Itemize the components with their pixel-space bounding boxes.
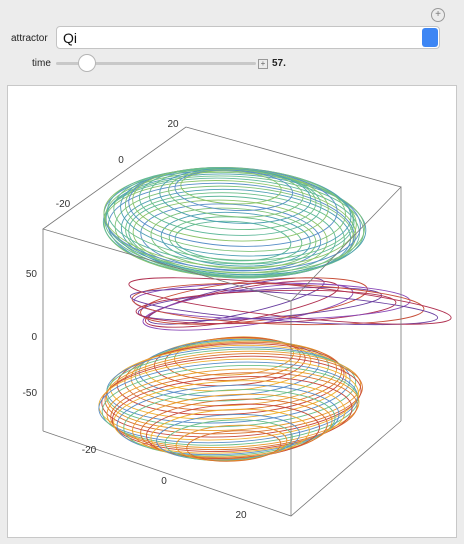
- curve: [104, 353, 363, 435]
- curve: [111, 376, 353, 452]
- curve: [101, 355, 362, 438]
- time-label: time: [32, 58, 51, 69]
- curve: [186, 430, 282, 462]
- time-value: 57.: [272, 58, 286, 69]
- dropdown-value: Qi: [63, 30, 77, 46]
- curve: [144, 280, 340, 328]
- curve: [129, 288, 439, 326]
- plot: 20 0 -20 50 0 -50 -20 0 20: [23, 119, 452, 521]
- curve: [128, 277, 452, 325]
- curve: [156, 414, 301, 461]
- curve: [164, 419, 293, 461]
- curve: [174, 220, 292, 262]
- curve: [168, 168, 304, 218]
- curve: [110, 372, 358, 451]
- tick-label: 20: [235, 510, 247, 521]
- curve: [105, 171, 365, 274]
- curve: [147, 277, 325, 325]
- curve: [175, 424, 288, 462]
- curve: [106, 350, 362, 431]
- attractor-label: attractor: [11, 33, 48, 44]
- tick-label: 0: [161, 476, 167, 487]
- bounding-box: [42, 126, 402, 517]
- curve: [113, 167, 354, 261]
- plot-panel: 20 0 -20 50 0 -50 -20 0 20: [7, 85, 457, 538]
- curve: [123, 389, 336, 457]
- tick-label: -20: [56, 199, 71, 210]
- close-button[interactable]: +: [431, 8, 445, 22]
- tick-label: 50: [26, 269, 38, 280]
- box-bottom: [42, 420, 402, 517]
- curve: [113, 380, 346, 454]
- curve: [145, 403, 320, 460]
- curve: [120, 167, 352, 257]
- attractor-dropdown[interactable]: Qi: [56, 26, 440, 49]
- slider-thumb[interactable]: [78, 54, 96, 72]
- tick-label: 0: [118, 155, 124, 166]
- curve: [159, 168, 312, 224]
- curve: [140, 398, 328, 459]
- curve: [103, 180, 357, 279]
- curve: [174, 169, 294, 211]
- curve: [135, 289, 397, 325]
- curve: [105, 173, 367, 276]
- curve: [106, 368, 360, 449]
- curve: [109, 344, 347, 420]
- slider-track[interactable]: [56, 62, 256, 65]
- curve: [132, 393, 333, 458]
- curve: [102, 177, 360, 278]
- tick-label: -50: [23, 388, 38, 399]
- curve: [180, 170, 282, 205]
- curve: [116, 384, 340, 456]
- curve: [150, 408, 310, 460]
- curve: [116, 343, 345, 416]
- dropdown-stepper[interactable]: [422, 28, 438, 47]
- tick-label: -20: [82, 445, 97, 456]
- slider-expand[interactable]: +: [258, 59, 268, 69]
- attractor-curves: [98, 166, 452, 462]
- curve: [150, 207, 317, 270]
- tick-label: 20: [167, 119, 179, 130]
- tick-label: 0: [31, 332, 37, 343]
